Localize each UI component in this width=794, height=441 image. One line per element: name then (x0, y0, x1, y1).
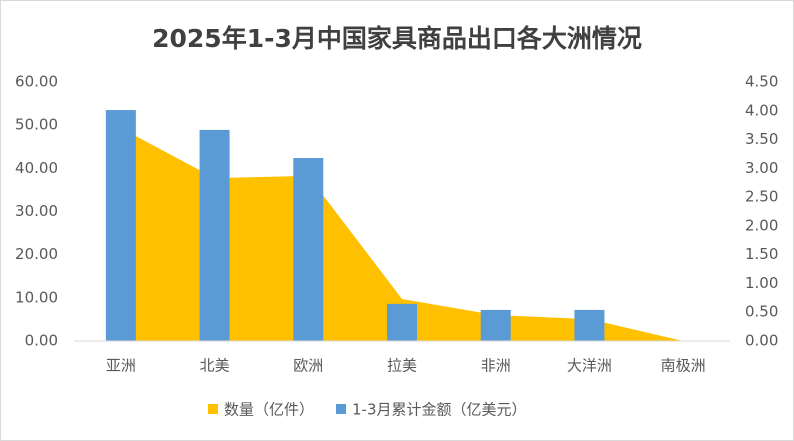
bar (105, 110, 136, 341)
x-tick-label: 南极洲 (661, 357, 706, 375)
bar (480, 309, 511, 341)
x-tick-label: 拉美 (387, 357, 417, 375)
bar (387, 303, 417, 341)
bar (574, 309, 605, 341)
y-tick-label: 40.00 (15, 159, 58, 177)
legend-swatch (208, 404, 218, 414)
y2-tick-label: 3.00 (745, 159, 778, 177)
chart-title: 2025年1-3月中国家具商品出口各大洲情况 (152, 24, 642, 53)
legend-label: 数量（亿件） (224, 401, 314, 419)
x-tick-label: 亚洲 (106, 357, 136, 375)
x-tick-label: 非洲 (481, 357, 511, 375)
bar (199, 129, 230, 341)
y2-tick-label: 1.50 (745, 245, 778, 263)
x-tick-label: 北美 (200, 357, 230, 375)
legend-label: 1-3月累计金额（亿美元） (352, 401, 527, 419)
y-tick-label: 50.00 (15, 116, 58, 134)
y2-tick-label: 2.50 (745, 188, 778, 206)
bar (293, 157, 324, 341)
legend-swatch (336, 404, 347, 414)
y2-tick-label: 2.00 (745, 216, 778, 234)
x-tick-label: 大洋洲 (567, 357, 612, 375)
y2-tick-label: 4.00 (745, 101, 778, 119)
y-tick-label: 10.00 (15, 288, 58, 306)
x-tick-label: 欧洲 (293, 357, 323, 375)
y2-tick-label: 3.50 (745, 130, 778, 148)
y-tick-label: 30.00 (15, 202, 58, 220)
y-tick-label: 0.00 (25, 332, 58, 350)
y2-tick-label: 0.50 (745, 303, 778, 321)
area (120, 128, 684, 341)
y-tick-label: 60.00 (15, 73, 58, 91)
y-tick-label: 20.00 (15, 245, 58, 263)
y2-tick-label: 4.50 (745, 73, 778, 91)
y2-tick-label: 1.00 (745, 274, 778, 292)
y2-tick-label: 0.00 (745, 332, 778, 350)
